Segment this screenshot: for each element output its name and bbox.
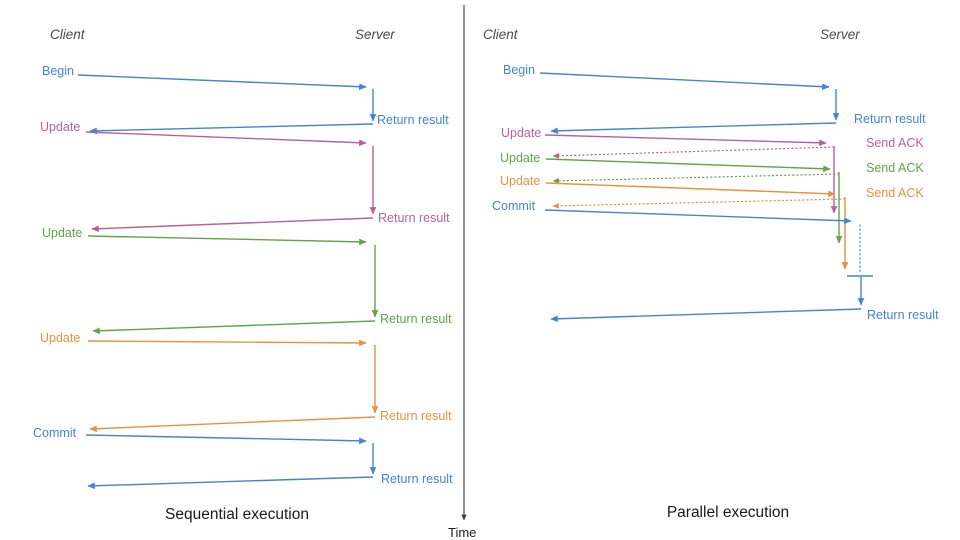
par-begin-request-arrow: [539, 72, 830, 91]
seq-update2-label: Update: [42, 226, 83, 240]
seq-begin-request-arrow: [77, 74, 367, 91]
seq-update1-request-arrow: [85, 131, 367, 147]
seq-update3-label: Update: [40, 331, 81, 345]
parallel-diagram: [539, 72, 873, 323]
par-commit-label: Commit: [492, 199, 536, 213]
par-update3-label: Update: [500, 174, 541, 188]
seq-update2-response-label: Return result: [380, 312, 452, 326]
right-server-heading: Server: [820, 27, 860, 42]
par-update2-ack-label: Send ACK: [866, 161, 924, 175]
seq-update1-label: Update: [40, 120, 81, 134]
par-update1-ack-label: Send ACK: [866, 136, 924, 150]
seq-commit-request-arrow: [85, 434, 367, 445]
par-update3-ack-label: Send ACK: [866, 186, 924, 200]
par-commit-response-arrow: [550, 308, 862, 323]
sequential-diagram: [77, 74, 379, 490]
seq-begin-label: Begin: [42, 64, 74, 78]
par-update2-label: Update: [500, 151, 541, 165]
seq-commit-response-label: Return result: [381, 472, 453, 486]
seq-update2-response-arrow: [92, 320, 376, 335]
left-server-heading: Server: [355, 27, 395, 42]
par-begin-response-label: Return result: [854, 112, 926, 126]
seq-update3-response-arrow: [89, 416, 376, 433]
par-update3-request-arrow: [545, 182, 836, 198]
seq-begin-response-label: Return result: [377, 113, 449, 127]
par-begin-response-arrow: [550, 122, 837, 135]
seq-update1-response-arrow: [91, 217, 374, 233]
par-commit-request-arrow: [544, 209, 852, 225]
seq-update1-response-label: Return result: [378, 211, 450, 225]
seq-commit-response-arrow: [87, 476, 374, 490]
par-update1-request-arrow: [544, 134, 827, 147]
right-client-heading: Client: [483, 27, 518, 42]
left-client-heading: Client: [50, 27, 85, 42]
par-begin-label: Begin: [503, 63, 535, 77]
sequential-caption: Sequential execution: [165, 506, 309, 523]
par-update3-ack-arrow: [552, 198, 846, 209]
par-update2-request-arrow: [545, 158, 831, 173]
parallel-caption: Parallel execution: [666, 504, 790, 521]
par-update1-ack-arrow: [552, 146, 835, 159]
par-update2-ack-arrow: [552, 173, 840, 184]
seq-begin-response-arrow: [89, 123, 374, 135]
par-update1-label: Update: [501, 126, 542, 140]
seq-update3-request-arrow: [87, 339, 367, 347]
seq-commit-label: Commit: [33, 426, 77, 440]
seq-update2-request-arrow: [87, 235, 367, 246]
seq-update3-response-label: Return result: [380, 409, 452, 423]
par-commit-response-label: Return result: [867, 308, 939, 322]
time-axis-label: Time: [448, 525, 477, 540]
